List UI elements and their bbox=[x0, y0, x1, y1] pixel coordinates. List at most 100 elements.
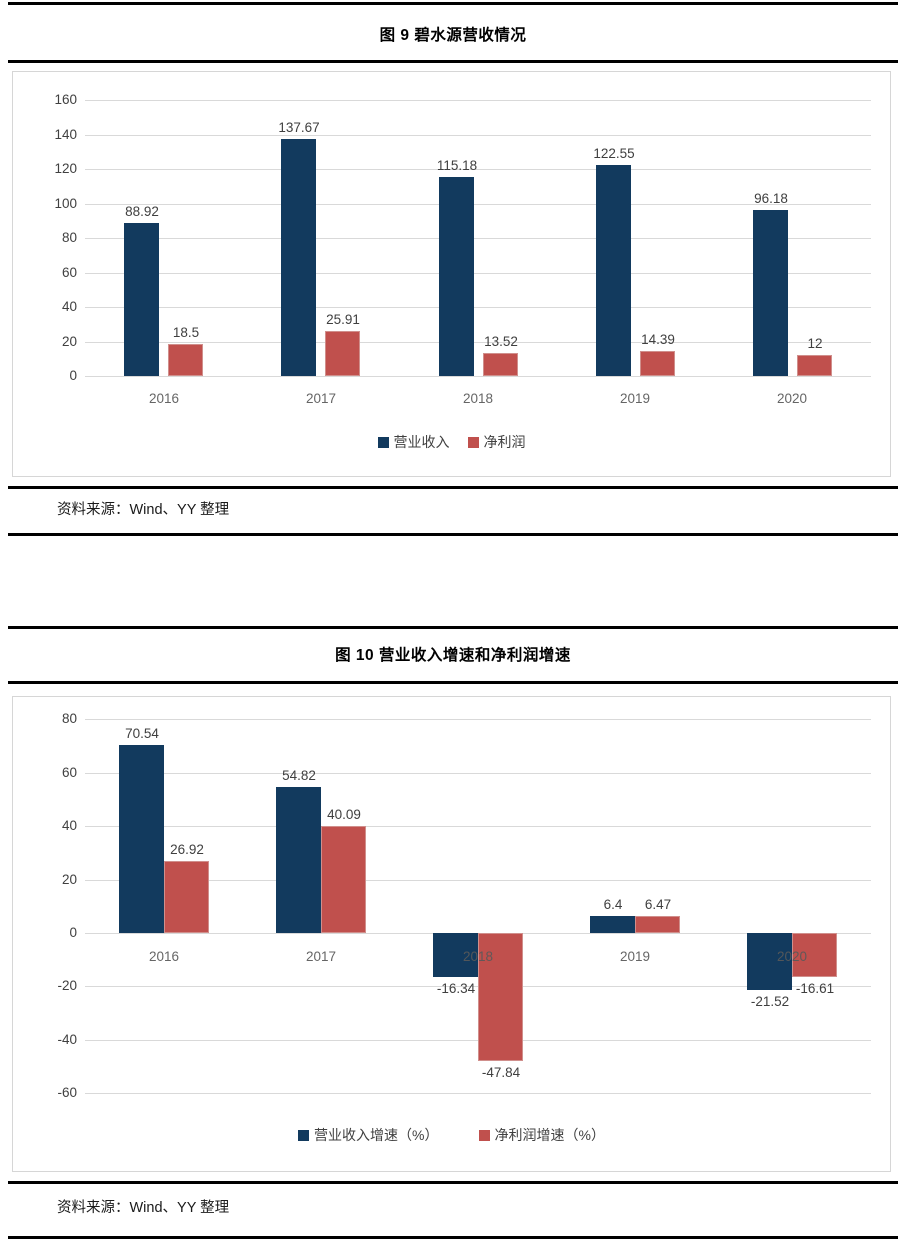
bar-series1-2020 bbox=[753, 210, 788, 376]
bar-value-label: 6.47 bbox=[644, 897, 672, 912]
gridline bbox=[85, 1093, 871, 1094]
y-axis-tick-label: 80 bbox=[61, 230, 77, 245]
x-axis-category-label: 2017 bbox=[305, 391, 337, 406]
x-axis-category-label: 2018 bbox=[462, 949, 494, 964]
legend-swatch-icon bbox=[377, 436, 389, 448]
bar-series2-2017 bbox=[321, 826, 366, 933]
rule-above-figure9-source bbox=[8, 486, 898, 489]
x-axis-category-label: 2016 bbox=[148, 949, 180, 964]
x-axis-category-label: 2019 bbox=[619, 949, 651, 964]
legend-swatch-icon bbox=[298, 1129, 310, 1141]
gridline bbox=[85, 376, 871, 377]
bar-series2-2016 bbox=[168, 344, 203, 376]
gridline bbox=[85, 204, 871, 205]
rule-bottom bbox=[8, 1236, 898, 1239]
gridline bbox=[85, 719, 871, 720]
gridline bbox=[85, 342, 871, 343]
y-axis-tick-label: 20 bbox=[61, 334, 77, 349]
y-axis-tick-label: 20 bbox=[61, 872, 77, 887]
x-axis-category-label: 2016 bbox=[148, 391, 180, 406]
bar-series1-2020 bbox=[747, 933, 792, 990]
bar-value-label: 54.82 bbox=[282, 768, 316, 783]
y-axis-tick-label: 0 bbox=[69, 925, 77, 940]
bar-series1-2017 bbox=[281, 139, 316, 376]
x-axis-category-label: 2019 bbox=[619, 391, 651, 406]
legend-entry: 营业收入增速（%） bbox=[298, 1126, 439, 1144]
bar-series1-2017 bbox=[276, 787, 321, 933]
figure10-title: 图 10 营业收入增速和净利润增速 bbox=[335, 647, 571, 664]
figure9-title: 图 9 碧水源营收情况 bbox=[379, 27, 527, 44]
y-axis-tick-label: 140 bbox=[54, 127, 77, 142]
bar-series2-2019 bbox=[635, 916, 680, 933]
y-axis-tick-label: 40 bbox=[61, 818, 77, 833]
gridline bbox=[85, 307, 871, 308]
gridline bbox=[85, 238, 871, 239]
y-axis-tick-label: 0 bbox=[69, 368, 77, 383]
bar-value-label: 115.18 bbox=[436, 158, 478, 173]
legend-label: 营业收入 bbox=[393, 434, 450, 450]
figure9-source: 资料来源：Wind、YY 整理 bbox=[57, 502, 230, 518]
bar-series2-2020 bbox=[792, 933, 837, 977]
x-axis-category-label: 2020 bbox=[776, 391, 808, 406]
bar-value-label: 26.92 bbox=[170, 842, 204, 857]
legend-label: 净利润 bbox=[483, 434, 526, 450]
figure9-chart: 160 140 120 100 80 60 40 20 0 88.92 18.5 2016 137.67… bbox=[12, 71, 891, 477]
chart-legend: 营业收入 净利润 bbox=[13, 433, 890, 451]
x-axis-category-label: 2018 bbox=[462, 391, 494, 406]
bar-value-label: 25.91 bbox=[326, 312, 360, 327]
legend-entry: 营业收入 bbox=[377, 433, 450, 451]
bar-value-label: 6.4 bbox=[603, 897, 623, 912]
bar-value-label: -16.61 bbox=[795, 981, 835, 996]
legend-swatch-icon bbox=[467, 436, 479, 448]
bar-value-label: 70.54 bbox=[125, 726, 159, 741]
bar-value-label: 122.55 bbox=[593, 146, 635, 161]
bar-value-label: 137.67 bbox=[278, 120, 320, 135]
legend-swatch-icon bbox=[478, 1129, 490, 1141]
bar-value-label: 18.5 bbox=[172, 325, 200, 340]
legend-entry: 净利润 bbox=[467, 433, 526, 451]
bar-value-label: 96.18 bbox=[754, 191, 788, 206]
gridline bbox=[85, 135, 871, 136]
rule-below-figure9-title bbox=[8, 60, 898, 63]
bar-value-label: -16.34 bbox=[436, 981, 476, 996]
bar-series1-2018 bbox=[439, 177, 474, 376]
bar-series2-2018 bbox=[483, 353, 518, 376]
gridline bbox=[85, 273, 871, 274]
rule-below-figure9-source bbox=[8, 533, 898, 536]
bar-series2-2016 bbox=[164, 861, 209, 933]
bar-value-label: 88.92 bbox=[125, 204, 159, 219]
bar-value-label: 13.52 bbox=[484, 334, 518, 349]
rule-above-figure10-title bbox=[8, 626, 898, 629]
y-axis-tick-label: 60 bbox=[61, 265, 77, 280]
y-axis-tick-label: -40 bbox=[57, 1032, 77, 1047]
gridline bbox=[85, 880, 871, 881]
bar-value-label: -21.52 bbox=[750, 994, 790, 1009]
figure10-chart: 80 60 40 20 0 -20 -40 -60 70.54 26.92 2016 54.82 40.… bbox=[12, 696, 891, 1172]
rule-above-figure10-source bbox=[8, 1181, 898, 1184]
bar-series1-2016 bbox=[124, 223, 159, 376]
chart-legend: 营业收入增速（%） 净利润增速（%） bbox=[13, 1126, 890, 1144]
y-axis-tick-label: 120 bbox=[54, 161, 77, 176]
gridline bbox=[85, 169, 871, 170]
x-axis-category-label: 2020 bbox=[776, 949, 808, 964]
y-axis-tick-label: 40 bbox=[61, 299, 77, 314]
bar-series2-2018 bbox=[478, 933, 523, 1061]
bar-series2-2019 bbox=[640, 351, 675, 376]
figure10-source: 资料来源：Wind、YY 整理 bbox=[57, 1200, 230, 1216]
bar-series2-2020 bbox=[797, 355, 832, 376]
gridline bbox=[85, 826, 871, 827]
legend-label: 营业收入增速（%） bbox=[314, 1127, 439, 1143]
gridline bbox=[85, 773, 871, 774]
y-axis-tick-label: 80 bbox=[61, 711, 77, 726]
bar-value-label: 40.09 bbox=[327, 807, 361, 822]
y-axis-tick-label: 60 bbox=[61, 765, 77, 780]
bar-series1-2018 bbox=[433, 933, 478, 977]
rule-below-figure10-title bbox=[8, 681, 898, 684]
y-axis-tick-label: 160 bbox=[54, 92, 77, 107]
bar-value-label: 12 bbox=[807, 336, 823, 351]
bar-value-label: 14.39 bbox=[641, 332, 675, 347]
bar-series1-2019 bbox=[596, 165, 631, 376]
x-axis-category-label: 2017 bbox=[305, 949, 337, 964]
y-axis-tick-label: -60 bbox=[57, 1085, 77, 1100]
